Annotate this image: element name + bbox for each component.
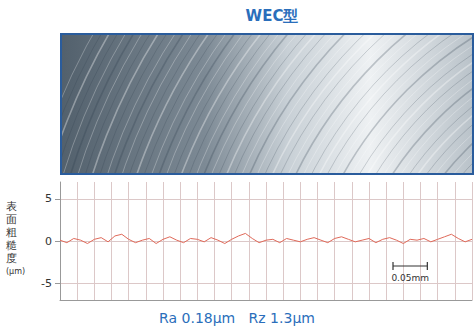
- svg-text:粗: 粗: [6, 226, 17, 239]
- svg-text:表: 表: [6, 200, 17, 213]
- svg-text:0: 0: [45, 235, 52, 248]
- svg-text:WEC型: WEC型: [246, 7, 299, 25]
- svg-text:5: 5: [45, 192, 52, 205]
- svg-text:-5: -5: [41, 277, 52, 290]
- svg-text:Ra 0.18μm Rz 1.3μm: Ra 0.18μm Rz 1.3μm: [159, 310, 315, 326]
- svg-text:(μm): (μm): [6, 267, 25, 276]
- svg-text:糙: 糙: [6, 239, 17, 252]
- svg-text:度: 度: [6, 252, 17, 265]
- svg-text:0.05mm: 0.05mm: [391, 273, 429, 283]
- svg-text:面: 面: [6, 213, 17, 226]
